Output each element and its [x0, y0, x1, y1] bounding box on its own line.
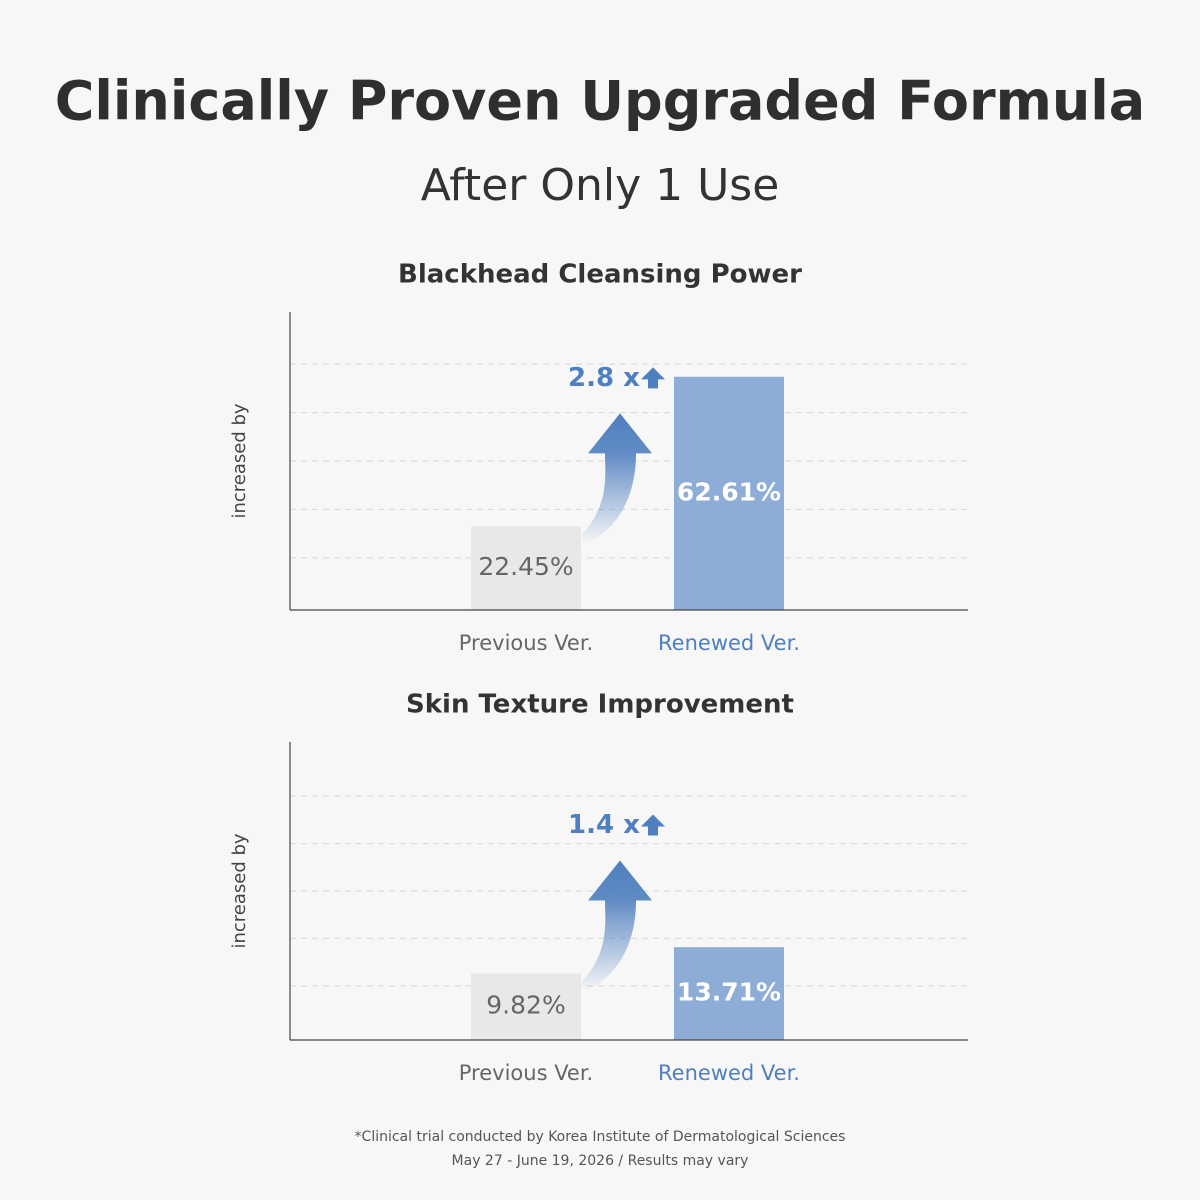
growth-arrow [582, 860, 652, 992]
bar [674, 947, 784, 1040]
chart-title: Skin Texture Improvement [406, 690, 794, 720]
y-axis-label: increased by [229, 833, 250, 948]
page-title: Clinically Proven Upgraded Formula [55, 70, 1146, 133]
value-label: 62.61% [677, 477, 781, 506]
multiplier: 1.4 x [568, 810, 640, 840]
y-axis-label: increased by [229, 403, 250, 518]
footnote: *Clinical trial conducted by Korea Insti… [355, 1129, 846, 1145]
multiplier: 2.8 x [568, 363, 640, 393]
value-label: 9.82% [486, 991, 565, 1020]
value-label: 22.45% [478, 552, 573, 581]
up-icon [641, 814, 665, 836]
up-icon [641, 367, 665, 389]
page-subtitle: After Only 1 Use [421, 160, 780, 211]
x-tick-label: Renewed Ver. [658, 631, 800, 655]
chart-title: Blackhead Cleansing Power [398, 260, 802, 290]
x-tick-label: Renewed Ver. [658, 1061, 800, 1085]
x-tick-label: Previous Ver. [459, 1061, 593, 1085]
growth-arrow [582, 413, 652, 545]
bar [471, 973, 581, 1040]
bar [471, 526, 581, 610]
value-label: 13.71% [677, 978, 781, 1007]
x-tick-label: Previous Ver. [459, 631, 593, 655]
footnote: May 27 - June 19, 2026 / Results may var… [452, 1153, 749, 1169]
bar [674, 376, 784, 610]
